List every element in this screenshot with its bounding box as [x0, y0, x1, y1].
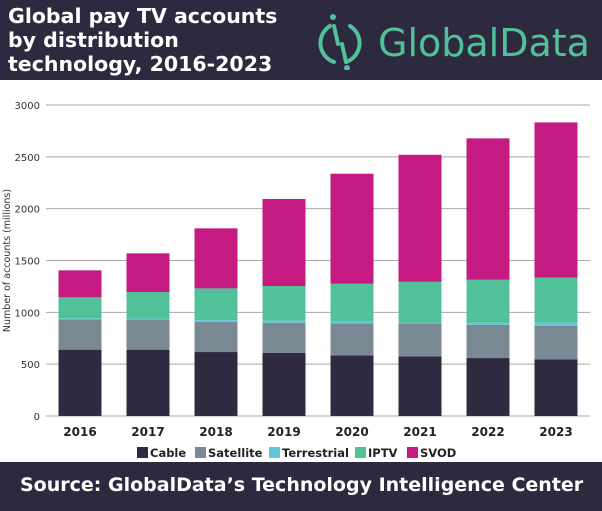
x-tick-label: 2017 [131, 425, 164, 439]
y-tick-label: 500 [21, 360, 40, 371]
bar-segment-satellite [466, 324, 510, 359]
bar-segment-svod [262, 199, 306, 287]
bar-segment-cable [262, 352, 306, 416]
legend-label-terrestrial: Terrestrial [282, 446, 349, 460]
legend-label-satellite: Satellite [208, 446, 263, 460]
y-tick-label: 2000 [15, 205, 40, 216]
bar-segment-iptv [398, 281, 442, 323]
bar-segment-terrestrial [398, 322, 442, 324]
bar-segment-terrestrial [466, 322, 510, 325]
y-tick-label: 0 [34, 412, 40, 423]
y-tick-label: 2500 [15, 153, 40, 164]
bar-segment-cable [126, 349, 170, 416]
legend-label-cable: Cable [150, 446, 186, 460]
bar-segment-terrestrial [58, 318, 102, 320]
bar-segment-iptv [262, 286, 306, 321]
stacked-bar-chart: 0 500 1000 1500 2000 2500 3000 Number of accoun… [2, 101, 590, 460]
bar-segment-cable [466, 358, 510, 416]
globaldata-logo: GlobalData. [318, 14, 592, 70]
bar-segment-svod [126, 253, 170, 293]
bar-segment-satellite [126, 319, 170, 350]
bar-segment-terrestrial [330, 321, 374, 324]
legend-swatch-satellite [195, 447, 206, 458]
bar-segment-satellite [58, 319, 102, 350]
bar-segment-cable [194, 352, 238, 416]
bar-segment-iptv [330, 283, 374, 322]
legend-label-iptv: IPTV [368, 446, 398, 460]
y-axis-label: Number of accounts (millions) [2, 189, 13, 332]
header-band: Global pay TV accounts by distribution t… [0, 0, 602, 80]
legend-swatch-terrestrial [269, 447, 280, 458]
bar-segment-terrestrial [126, 318, 170, 320]
bar-segment-svod [534, 122, 578, 278]
legend-swatch-cable [137, 447, 148, 458]
brand-text: GlobalData. [378, 21, 592, 65]
x-tick-label: 2019 [267, 425, 300, 439]
y-tick-label: 3000 [15, 101, 40, 112]
source-text: Source: GlobalData’s Technology Intellig… [20, 474, 584, 496]
legend-swatch-svod [407, 447, 418, 458]
bar-segment-svod [398, 154, 442, 282]
x-tick-label: 2023 [539, 425, 572, 439]
legend-label-svod: SVOD [420, 446, 456, 460]
x-tick-label: 2022 [471, 425, 504, 439]
bar-segment-svod [194, 228, 238, 289]
x-tick-label: 2021 [403, 425, 436, 439]
x-tick-label: 2016 [63, 425, 96, 439]
bar-segment-iptv [534, 277, 578, 323]
bar-segment-satellite [262, 322, 306, 353]
chart-title: Global pay TV accounts by distribution t… [8, 4, 278, 76]
bar-segment-satellite [330, 323, 374, 356]
y-tick-label: 1000 [15, 308, 40, 319]
bar-segment-iptv [194, 288, 238, 321]
bar-segment-terrestrial [262, 320, 306, 323]
legend-swatch-iptv [355, 447, 366, 458]
bar-segment-cable [534, 359, 578, 416]
bar-segment-iptv [126, 292, 170, 319]
bar-segment-terrestrial [534, 322, 578, 326]
footer-band: Source: GlobalData’s Technology Intellig… [0, 462, 602, 511]
bar-segment-cable [398, 356, 442, 416]
bar-segment-satellite [398, 323, 442, 357]
bar-segment-iptv [58, 297, 102, 319]
bar-segment-satellite [534, 325, 578, 360]
bar-segment-svod [466, 138, 510, 280]
bar-segment-satellite [194, 321, 238, 353]
bar-segment-terrestrial [194, 320, 238, 322]
x-tick-label: 2018 [199, 425, 232, 439]
x-tick-label: 2020 [335, 425, 368, 439]
bar-segment-iptv [466, 279, 510, 323]
bar-segment-svod [58, 270, 102, 298]
y-tick-label: 1500 [15, 257, 40, 268]
bar-segment-cable [58, 349, 102, 416]
bar-segment-cable [330, 355, 374, 416]
bar-segment-svod [330, 173, 374, 284]
